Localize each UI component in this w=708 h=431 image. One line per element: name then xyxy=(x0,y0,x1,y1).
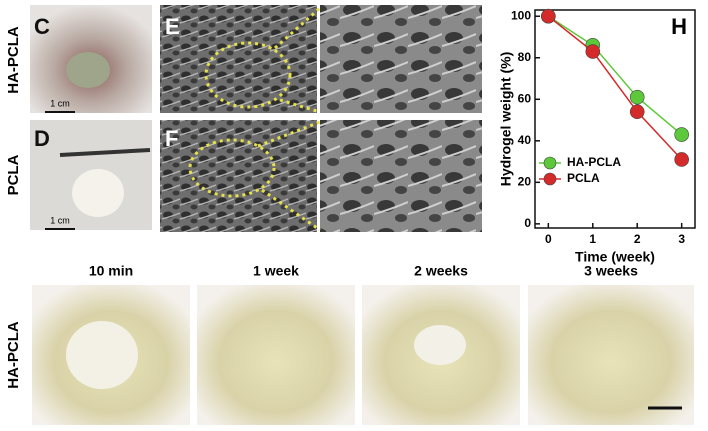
sem-image xyxy=(320,120,482,232)
data-point xyxy=(541,8,556,24)
panel-label: H xyxy=(671,14,687,39)
row-label: PCLA xyxy=(5,154,22,195)
x-axis-label: Time (week) xyxy=(575,249,655,265)
forceps xyxy=(59,148,151,157)
panel-label: D xyxy=(34,126,50,151)
data-point xyxy=(629,89,645,105)
timepoint-label: 2 weeks xyxy=(414,263,468,279)
bottom-photos xyxy=(32,285,694,425)
scale-bar-label: 1 cm xyxy=(50,98,70,108)
row-label: HA-PCLA xyxy=(5,26,22,94)
panel-label: E xyxy=(165,14,180,39)
series-line xyxy=(547,15,683,160)
y-axis-label: Hydrogel weight (%) xyxy=(498,52,514,187)
timepoint-label: 3 weeks xyxy=(584,263,638,279)
x-tick-label: 2 xyxy=(634,232,641,246)
panel-label: F xyxy=(165,126,178,151)
y-tick-label: 40 xyxy=(518,133,532,147)
legend-marker xyxy=(543,172,557,186)
row-label: HA-PCLA xyxy=(5,321,22,389)
y-tick-label: 80 xyxy=(518,50,532,64)
zoom-outline xyxy=(188,6,321,232)
series-line xyxy=(547,15,683,136)
x-tick-label: 0 xyxy=(545,232,552,246)
x-tick-label: 3 xyxy=(678,232,685,246)
data-point xyxy=(674,127,689,142)
y-tick-label: 20 xyxy=(518,174,532,188)
plot-frame xyxy=(534,9,696,229)
y-tick-label: 60 xyxy=(518,91,532,105)
legend-marker xyxy=(543,156,557,170)
scale-bar-label: 1 cm xyxy=(50,215,70,225)
panel-label: C xyxy=(34,14,50,39)
data-point xyxy=(585,44,601,59)
y-tick-label: 0 xyxy=(524,216,531,230)
data-point xyxy=(674,152,689,167)
gel xyxy=(72,169,124,217)
x-tick-label: 1 xyxy=(589,232,596,246)
sem-image xyxy=(320,5,482,113)
sem-image xyxy=(160,120,317,232)
timepoint-label: 1 week xyxy=(253,263,299,279)
timepoint-label: 10 min xyxy=(89,263,133,279)
legend-label: HA-PCLA xyxy=(567,155,621,169)
legend-label: PCLA xyxy=(567,171,600,185)
data-point xyxy=(629,104,645,120)
y-tick-label: 100 xyxy=(511,8,531,22)
gel xyxy=(66,52,110,88)
sem-image xyxy=(160,5,317,113)
